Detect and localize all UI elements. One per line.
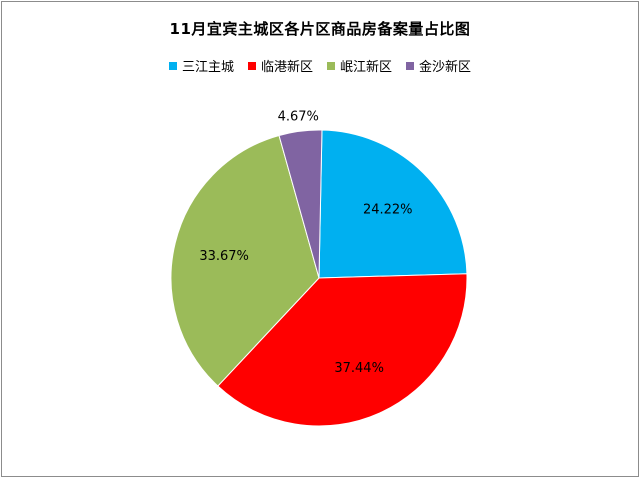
legend-label-jinsha: 金沙新区 (419, 60, 472, 75)
legend-swatch-jinsha (406, 61, 415, 70)
legend-swatch-lingang (247, 61, 256, 70)
legend-item-lingang: 临港新区 (247, 56, 313, 75)
pie-slice-sanjiang (318, 129, 468, 279)
data-label-sanjiang: 24.22% (363, 203, 413, 218)
chart-legend: 三江主城 临港新区 岷江新区 金沙新区 (0, 56, 640, 75)
legend-item-jinsha: 金沙新区 (406, 56, 471, 75)
legend-label-lingang: 临港新区 (260, 60, 313, 75)
legend-swatch-minjiang (327, 61, 335, 70)
legend-swatch-sanjiang (168, 61, 177, 70)
pie-slice-jinsha (278, 129, 323, 279)
legend-item-minjiang: 岷江新区 (327, 56, 392, 75)
data-label-jinsha: 4.67% (278, 109, 319, 124)
legend-item-sanjiang: 三江主城 (168, 56, 234, 75)
data-label-minjiang: 33.67% (199, 249, 249, 264)
legend-label-sanjiang: 三江主城 (181, 60, 234, 75)
chart-title: 11月宜宾主城区各片区商品房备案量占比图 (169, 20, 471, 38)
data-label-lingang: 37.44% (334, 361, 384, 376)
pie-slice-minjiang (170, 134, 320, 387)
pie-slice-lingang (217, 273, 468, 427)
legend-label-minjiang: 岷江新区 (340, 60, 393, 75)
